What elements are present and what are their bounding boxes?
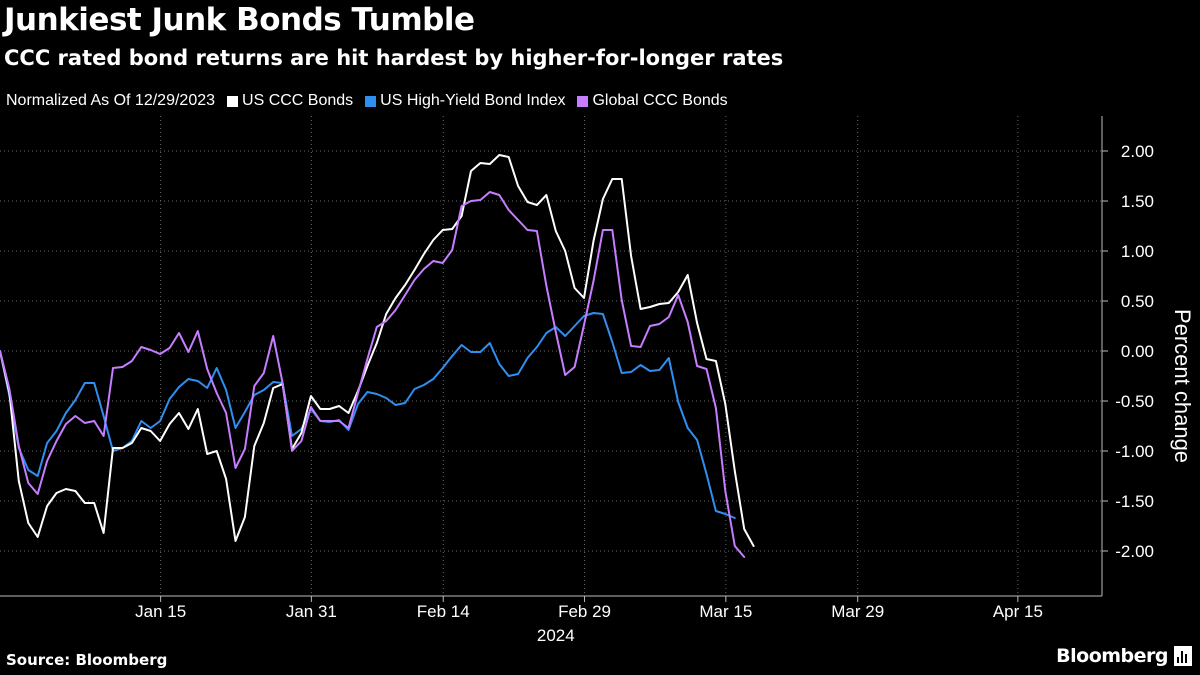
legend-label-us-ccc: US CCC Bonds xyxy=(242,92,354,109)
series-line-us-high-yield-bond-index xyxy=(0,312,736,519)
brand: Bloomberg xyxy=(1056,645,1192,667)
y-tick-label: 1.00 xyxy=(1121,242,1154,261)
series-line-us-ccc-bonds xyxy=(0,154,755,547)
legend: Normalized As Of 12/29/2023 US CCC Bonds… xyxy=(6,92,740,110)
x-tick-label: Jan 31 xyxy=(286,602,337,621)
gridlines xyxy=(0,116,1102,596)
y-axis-title: Percent change xyxy=(1170,309,1195,463)
y-tick-label: 0.50 xyxy=(1121,292,1154,311)
brand-name: Bloomberg xyxy=(1056,645,1168,667)
x-year-label: 2024 xyxy=(537,626,575,645)
legend-swatch-us-ccc xyxy=(227,95,239,107)
series-line-global-ccc-bonds xyxy=(0,191,746,558)
x-tick-label: Jan 15 xyxy=(135,602,186,621)
legend-label-global-ccc: Global CCC Bonds xyxy=(592,92,728,109)
y-tick-label: -1.00 xyxy=(1115,442,1154,461)
legend-label-us-high-yield: US High-Yield Bond Index xyxy=(380,92,566,109)
source-note: Source: Bloomberg xyxy=(6,651,168,669)
x-tick-label: Mar 15 xyxy=(699,602,752,621)
legend-normalization-note: Normalized As Of 12/29/2023 xyxy=(6,92,216,109)
legend-item-us-ccc: US CCC Bonds xyxy=(227,92,353,110)
y-tick-label: -0.50 xyxy=(1115,392,1154,411)
y-tick-label: 1.50 xyxy=(1121,192,1154,211)
series-lines xyxy=(0,154,755,558)
x-tick-label: Apr 15 xyxy=(993,602,1043,621)
x-tick-label: Mar 29 xyxy=(831,602,884,621)
legend-swatch-us-high-yield xyxy=(365,95,377,107)
legend-item-us-high-yield: US High-Yield Bond Index xyxy=(365,92,565,110)
chart-title: Junkiest Junk Bonds Tumble xyxy=(4,2,475,38)
y-tick-label: -1.50 xyxy=(1115,492,1154,511)
y-tick-label: 2.00 xyxy=(1121,142,1154,161)
legend-item-global-ccc: Global CCC Bonds xyxy=(577,92,728,110)
y-tick-label: -2.00 xyxy=(1115,542,1154,561)
x-tick-label: Feb 14 xyxy=(417,602,470,621)
y-tick-label: 0.00 xyxy=(1121,342,1154,361)
x-tick-label: Feb 29 xyxy=(558,602,611,621)
bloomberg-terminal-icon xyxy=(1174,646,1192,666)
axis-labels: 2.00 1.50 1.00 0.50 0.00 -0.50 -1.00 -1.50 -2.00… xyxy=(135,142,1195,645)
chart-subtitle: CCC rated bond returns are hit hardest b… xyxy=(4,46,784,70)
legend-swatch-global-ccc xyxy=(577,95,589,107)
axes xyxy=(0,116,1108,602)
